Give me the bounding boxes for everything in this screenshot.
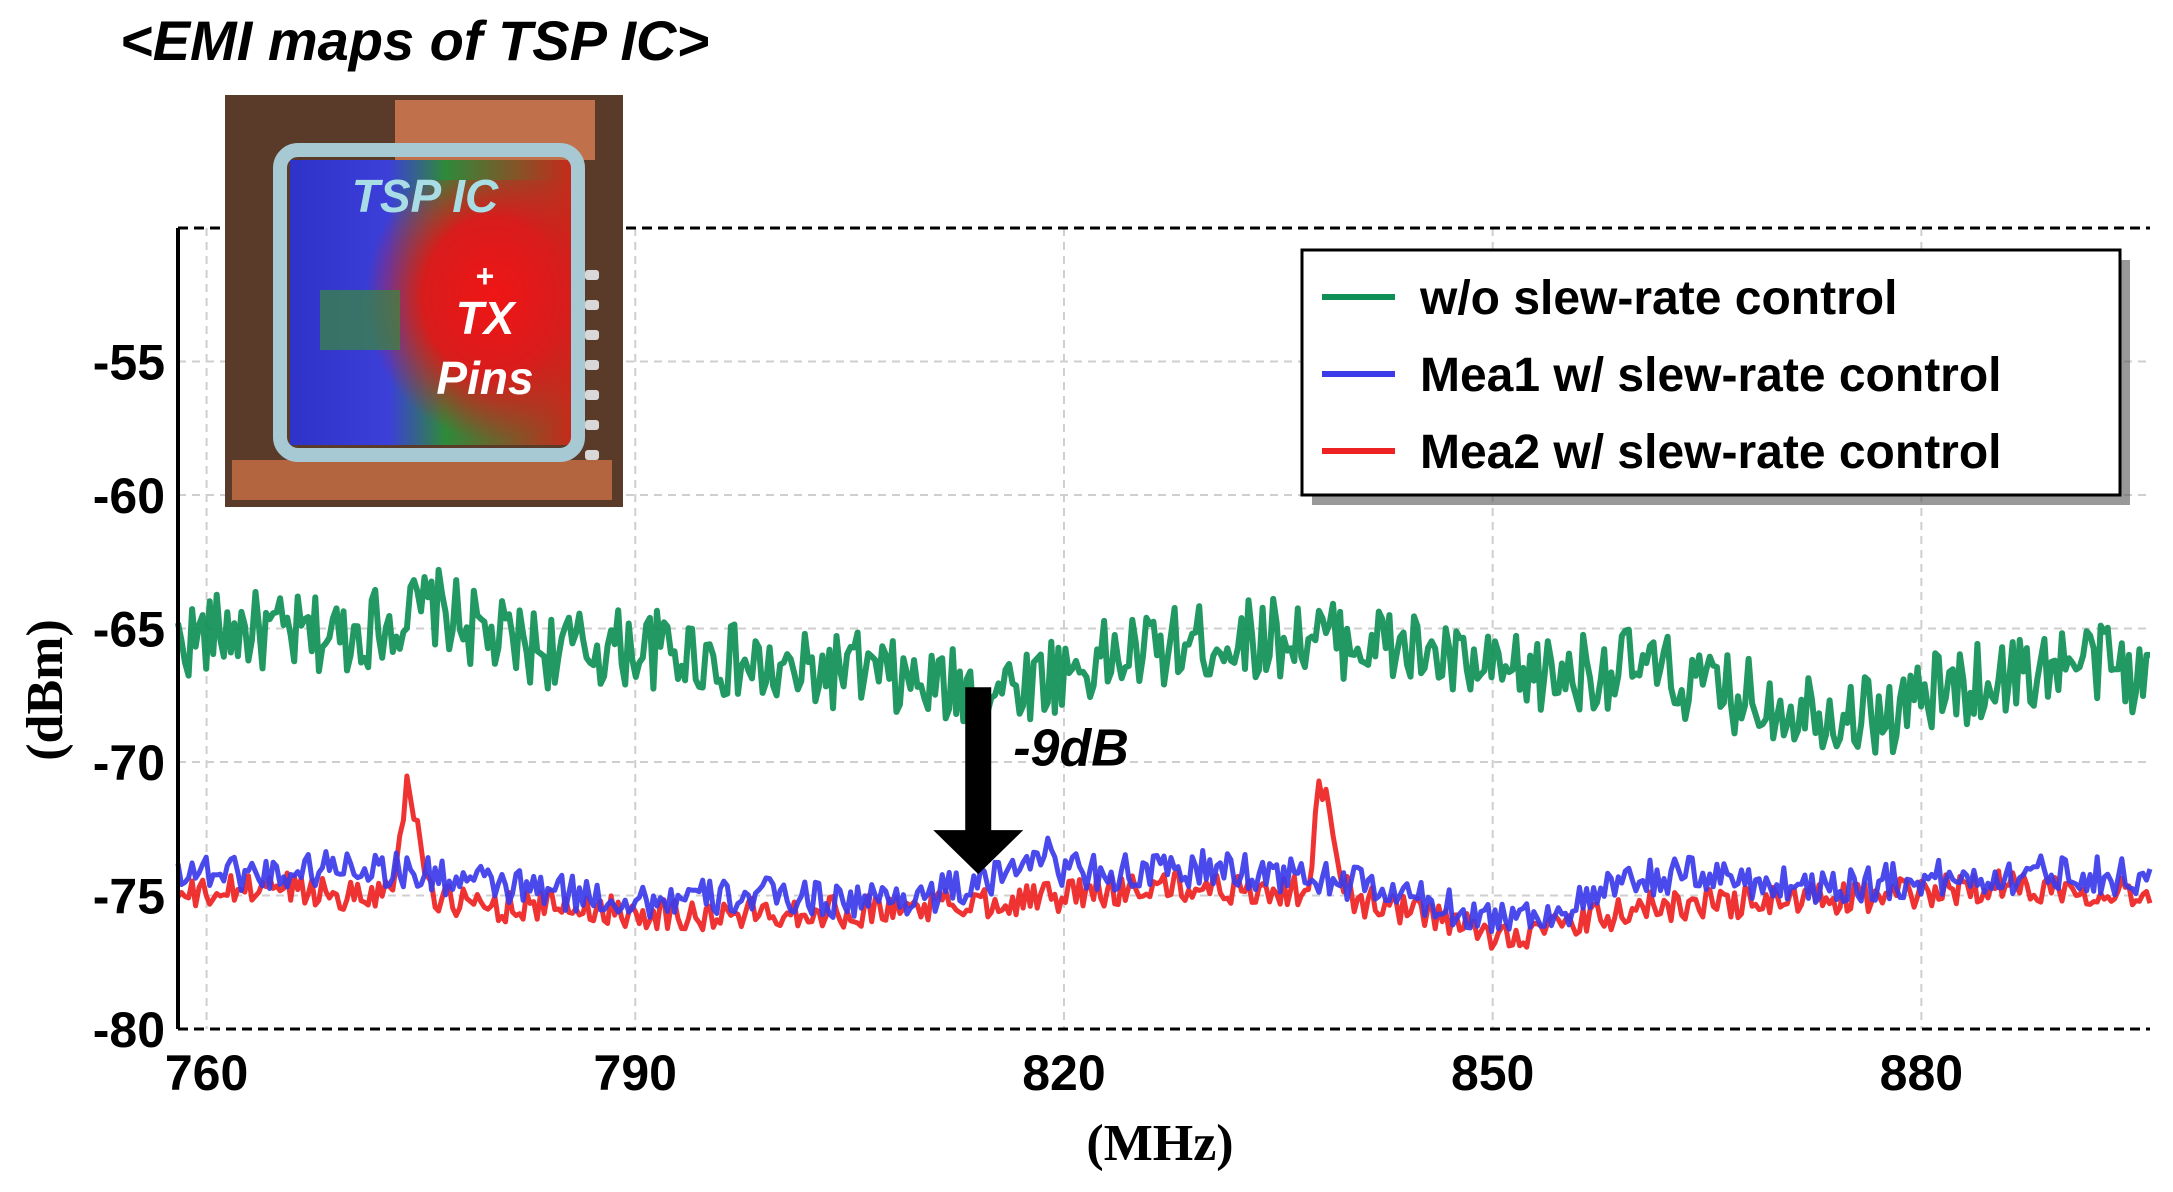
y-tick-label: -65 [93,602,165,658]
x-tick-label: 790 [594,1045,677,1101]
legend-box [1300,248,2122,497]
y-tick-label: -70 [93,735,165,791]
reduction-annotation: -9dB [933,687,1129,875]
inset-label-tsp-ic: TSP IC [352,170,499,222]
inset-ic-outline [273,143,585,462]
series-lines [175,566,2153,951]
emi-map-inset: TSP IC + TX Pins [225,95,623,507]
legend-label-1: Mea1 w/ slew-rate control [1420,349,2002,402]
reduction-arrow-head [933,830,1024,875]
y-tick-label: -80 [93,1002,165,1058]
y-axis-title: (dBm) [17,619,74,761]
reduction-label: -9dB [1013,720,1129,778]
legend-label-2: Mea2 w/ slew-rate control [1420,426,2002,479]
y-tick-label: -55 [93,335,165,391]
x-axis-title: (MHz) [1086,1115,1233,1172]
x-tick-labels: 760 790 820 850 880 [165,1045,1963,1101]
x-tick-label: 880 [1880,1045,1963,1101]
inset-pins [585,270,599,460]
x-tick-label: 760 [165,1045,248,1101]
series-line-1 [175,835,2153,934]
inset-label-pins: Pins [436,352,533,404]
series-line-0 [175,566,2150,756]
y-tick-label: -60 [93,468,165,524]
figure-title: <EMI maps of TSP IC> [120,9,709,72]
x-tick-label: 820 [1022,1045,1105,1101]
inset-copper-bottom [232,460,612,500]
y-tick-label: -75 [93,869,165,925]
inset-label-tx: TX [456,292,517,344]
inset-green-patch [320,290,400,350]
inset-marker: + [476,258,495,294]
legend-label-0: w/o slew-rate control [1419,272,1897,325]
x-tick-label: 850 [1451,1045,1534,1101]
y-tick-labels: -55 -60 -65 -70 -75 -80 [93,335,165,1059]
legend: w/o slew-rate control Mea1 w/ slew-rate c… [1300,248,2130,505]
